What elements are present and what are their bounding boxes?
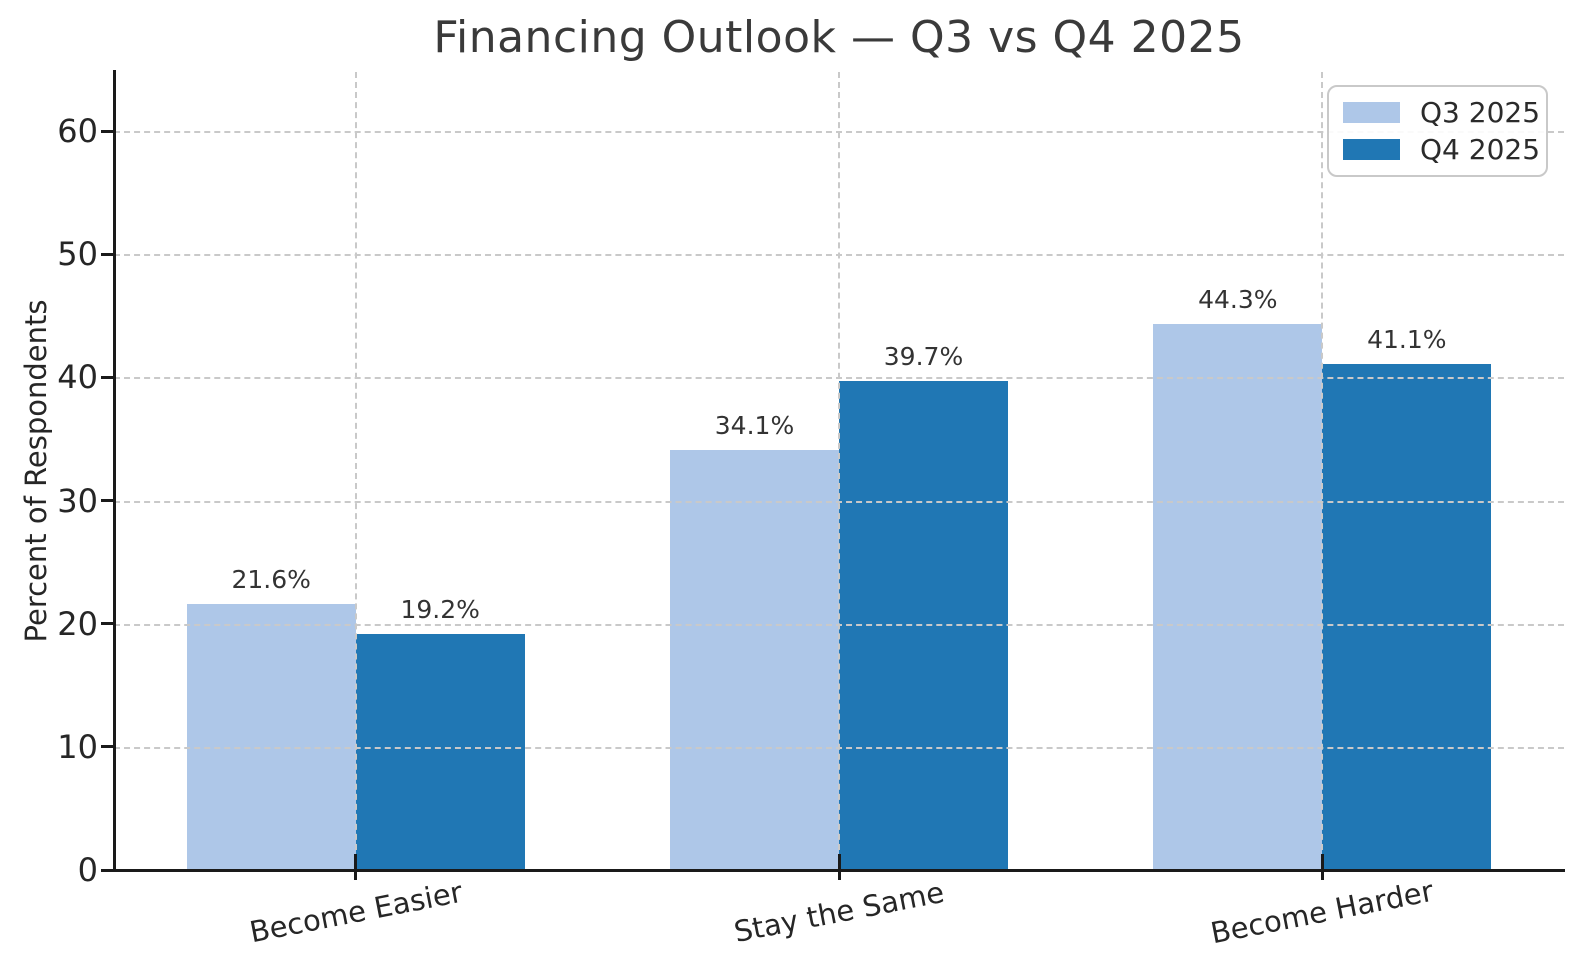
legend-label-q3: Q3 2025	[1420, 95, 1541, 129]
x-tick-inner-1	[837, 854, 841, 870]
y-tick-label-60: 60	[57, 112, 98, 151]
bar-value-label-q3-2025-2: 44.3%	[1198, 285, 1278, 315]
legend-item-q3: Q3 2025	[1343, 96, 1540, 129]
x-tick-label-1: Stay the Same	[731, 874, 947, 950]
y-tick-label-30: 30	[57, 481, 98, 520]
x-tick-label-2: Become Harder	[1208, 873, 1437, 951]
y-tick-label-40: 40	[57, 358, 98, 397]
y-axis-title: Percent of Respondents	[19, 299, 53, 643]
x-tick-outer-1	[837, 872, 841, 880]
legend-swatch-q3	[1343, 101, 1400, 123]
y-tick-label-20: 20	[57, 604, 98, 643]
bar-q3-2025-1	[670, 450, 839, 870]
legend-label-q4: Q4 2025	[1420, 133, 1541, 167]
y-tick-mark-40	[101, 375, 114, 379]
x-tick-inner-2	[1320, 854, 1324, 870]
bar-q4-2025-2	[1322, 363, 1492, 870]
gridline-x-0	[354, 72, 357, 870]
y-tick-mark-60	[101, 129, 114, 133]
gridline-x-2	[1321, 72, 1324, 870]
y-tick-mark-50	[101, 252, 114, 256]
x-tick-outer-2	[1320, 872, 1324, 880]
bar-value-label-q3-2025-0: 21.6%	[231, 565, 311, 594]
y-tick-mark-10	[101, 745, 114, 749]
x-tick-label-0: Become Easier	[246, 874, 465, 950]
legend-item-q4: Q4 2025	[1343, 133, 1540, 166]
bar-q3-2025-2	[1153, 324, 1323, 870]
legend: Q3 2025 Q4 2025	[1327, 85, 1548, 177]
y-axis-spine	[113, 70, 116, 871]
legend-swatch-q4	[1343, 139, 1400, 161]
y-tick-mark-0	[101, 868, 114, 872]
y-tick-mark-20	[101, 622, 114, 626]
bar-q3-2025-0	[186, 604, 356, 870]
y-tick-label-50: 50	[57, 235, 98, 274]
bar-q4-2025-0	[355, 633, 525, 870]
y-tick-label-0: 0	[77, 851, 98, 889]
plot-area: 21.6% 19.2% 34.1% 39.7% 44.3% 41.1%	[114, 72, 1564, 870]
bar-value-label-q4-2025-2: 41.1%	[1367, 324, 1447, 354]
x-tick-inner-0	[354, 854, 358, 870]
y-tick-label-10: 10	[57, 727, 98, 766]
y-tick-mark-30	[101, 499, 114, 503]
bar-value-label-q3-2025-1: 34.1%	[714, 411, 795, 441]
bar-value-label-q4-2025-0: 19.2%	[400, 594, 480, 624]
bar-value-label-q4-2025-1: 39.7%	[883, 342, 964, 372]
x-tick-outer-0	[354, 872, 358, 880]
gridline-x-1	[838, 72, 840, 870]
chart-title: Financing Outlook — Q3 vs Q4 2025	[433, 12, 1245, 63]
x-axis-spine	[113, 869, 1565, 872]
